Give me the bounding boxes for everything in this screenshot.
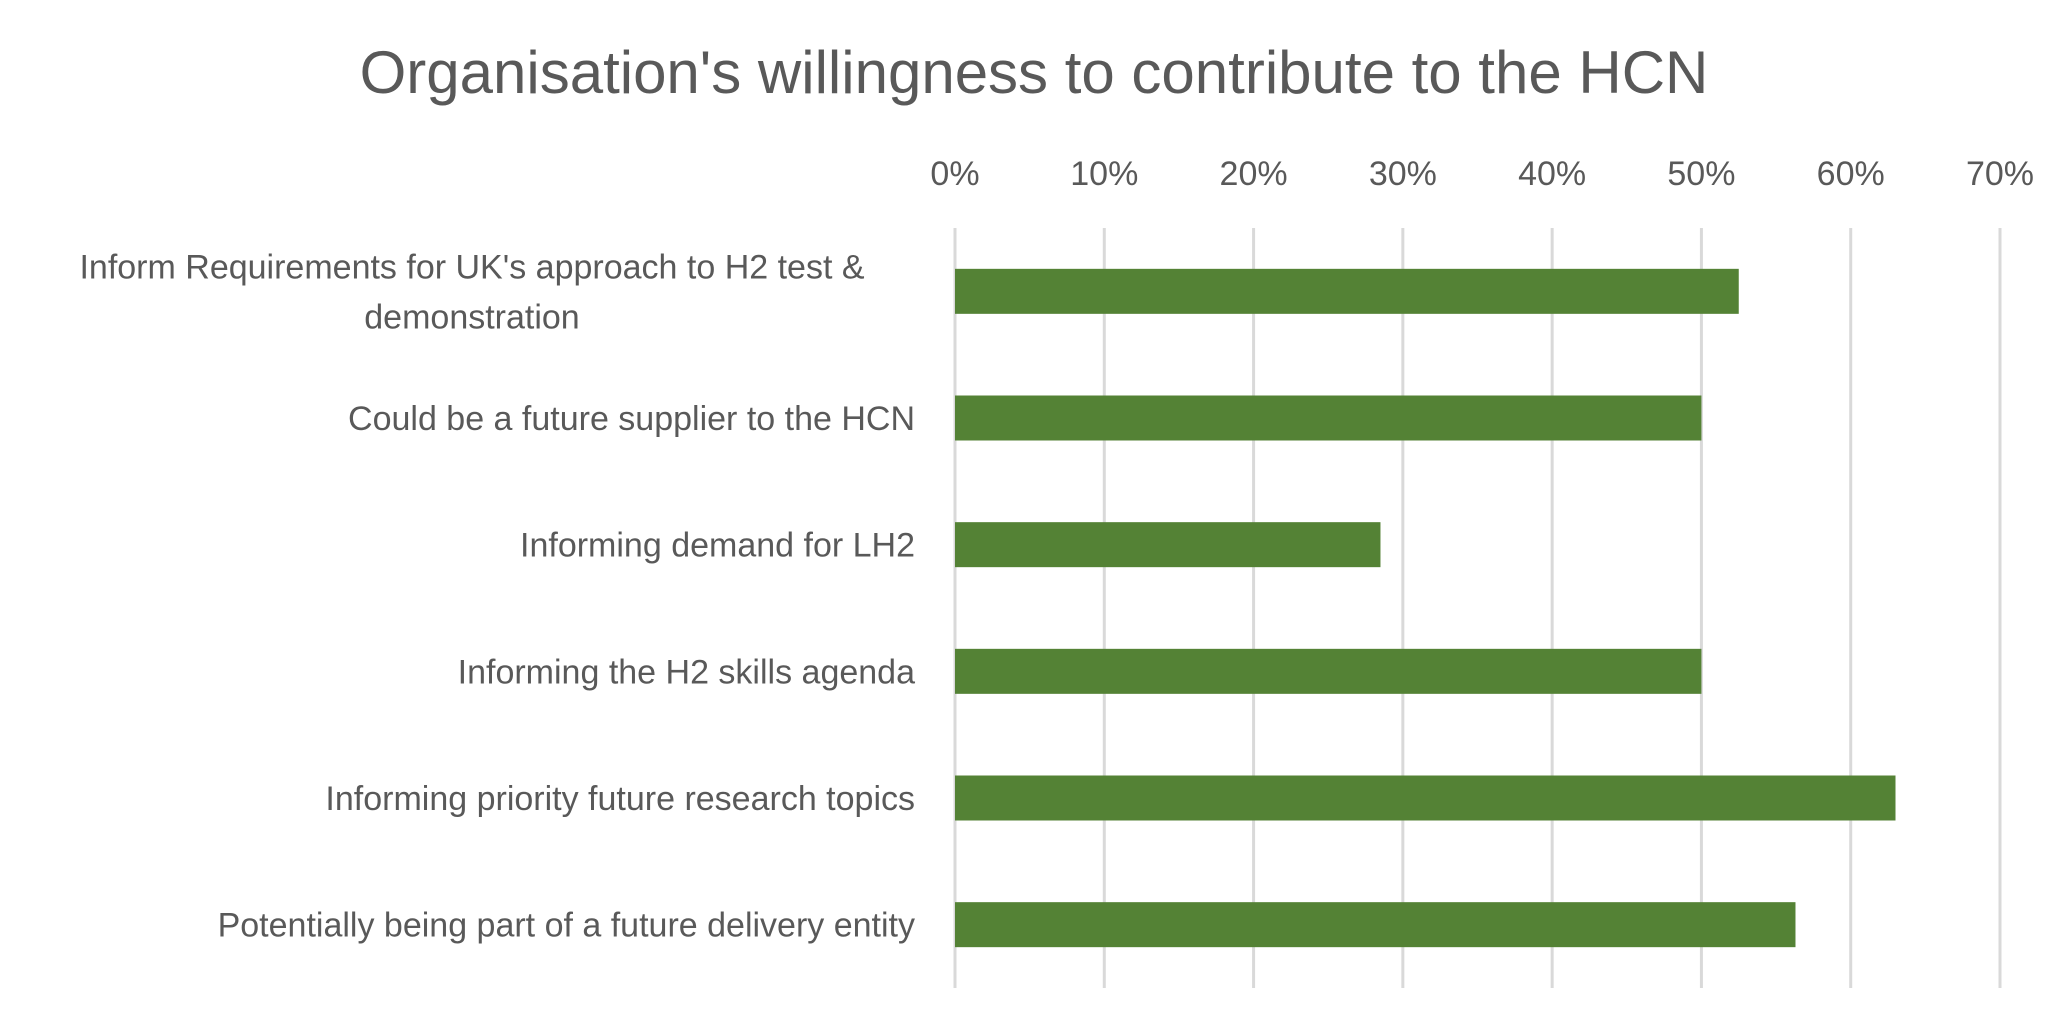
- x-tick-label: 20%: [1220, 155, 1288, 193]
- bar: [955, 395, 1702, 441]
- category-label: Informing demand for LH2: [520, 527, 915, 565]
- bar: [955, 775, 1896, 821]
- x-tick-label: 60%: [1817, 155, 1885, 193]
- bar: [955, 648, 1702, 694]
- category-label: Inform Requirements for UK's approach to…: [79, 248, 864, 336]
- bar: [955, 268, 1739, 314]
- bar: [955, 522, 1381, 568]
- x-tick-label: 10%: [1070, 155, 1138, 193]
- x-tick-label: 70%: [1966, 155, 2034, 193]
- x-tick-label: 50%: [1667, 155, 1735, 193]
- category-label: Potentially being part of a future deliv…: [218, 907, 915, 945]
- category-label-line: Inform Requirements for UK's approach to…: [79, 248, 864, 286]
- x-tick-label: 40%: [1518, 155, 1586, 193]
- x-tick-label: 0%: [930, 155, 979, 193]
- gridlines: [953, 228, 2002, 988]
- category-label: Informing priority future research topic…: [325, 780, 915, 818]
- chart-title: Organisation's willingness to contribute…: [359, 39, 1709, 106]
- x-tick-label: 30%: [1369, 155, 1437, 193]
- category-label: Could be a future supplier to the HCN: [348, 400, 915, 438]
- category-label-line: demonstration: [364, 298, 579, 336]
- category-labels: Inform Requirements for UK's approach to…: [79, 248, 915, 944]
- bar: [955, 902, 1796, 948]
- bars: [955, 268, 1896, 948]
- x-axis-ticks: 0% 10% 20% 30% 40% 50% 60% 70%: [930, 155, 2034, 193]
- category-label: Informing the H2 skills agenda: [458, 653, 915, 691]
